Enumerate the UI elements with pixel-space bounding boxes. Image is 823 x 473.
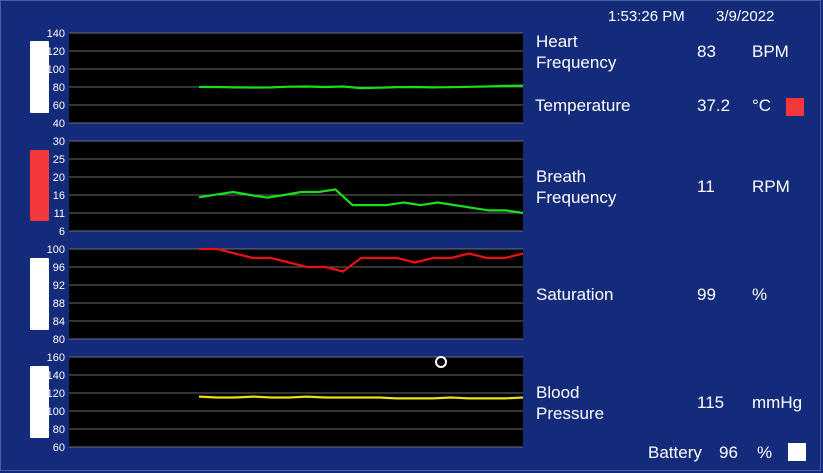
saturation-tick-label: 88 [53, 298, 65, 310]
clock-time: 1:53:26 PM [608, 8, 685, 25]
heart-frequency-label: Heart Frequency [536, 32, 617, 72]
pressure-tick-label: 120 [47, 388, 65, 400]
saturation-label: Saturation [536, 285, 614, 304]
battery-label: Battery [648, 443, 702, 462]
breath-series-line [198, 188, 524, 215]
heart-tick-label: 40 [53, 118, 65, 130]
breath-tick-label: 11 [54, 208, 65, 220]
battery-unit: % [757, 443, 773, 462]
heart-tick-label: 80 [53, 82, 65, 94]
breath-indicator [30, 150, 49, 221]
heart-tick-label: 140 [47, 28, 65, 40]
breath-frequency-value: 11 [697, 177, 715, 196]
pressure-series-line [198, 395, 524, 400]
saturation-tick-label: 96 [53, 262, 65, 274]
saturation-chart: 100 96 92 88 84 80 [47, 244, 524, 346]
heart-tick-label: 60 [53, 100, 65, 112]
pressure-tick-label: 60 [53, 442, 65, 454]
breath-tick-label: 25 [53, 154, 65, 166]
temperature-unit: °C [752, 96, 772, 115]
mouse-cursor [435, 356, 447, 368]
heart-tick-label: 120 [47, 46, 65, 58]
breath-frequency-unit: RPM [752, 177, 790, 196]
heart-frequency-chart: 140 120 100 80 60 40 [47, 28, 524, 130]
saturation-series-line [199, 247, 524, 273]
clock-date: 3/9/2022 [716, 8, 775, 25]
battery-status-square [788, 443, 806, 461]
heart-indicator [30, 41, 49, 113]
breath-frequency-chart: 30 25 20 16 11 6 [53, 136, 524, 238]
saturation-plot-area [69, 249, 523, 339]
pressure-indicator [30, 366, 49, 438]
breath-tick-label: 16 [53, 190, 65, 202]
saturation-tick-label: 100 [47, 244, 65, 256]
temperature-label: Temperature [535, 96, 631, 115]
breath-frequency-label: Breath Frequency [536, 167, 617, 207]
breath-tick-label: 30 [53, 136, 65, 148]
heart-frequency-value: 83 [697, 42, 716, 61]
temperature-status-square [786, 98, 804, 116]
blood-pressure-value: 115 [697, 393, 725, 412]
breath-tick-label: 20 [53, 172, 65, 184]
pressure-tick-label: 160 [47, 352, 65, 364]
heart-series-line [199, 84, 524, 90]
blood-pressure-unit: mmHg [752, 393, 803, 412]
breath-plot-area [69, 141, 523, 231]
temperature-value: 37.2 [697, 96, 731, 115]
saturation-tick-label: 84 [53, 316, 65, 328]
heart-frequency-unit: BPM [752, 42, 789, 61]
heart-tick-label: 100 [47, 64, 65, 76]
saturation-value: 99 [697, 285, 716, 304]
saturation-indicator [30, 258, 49, 330]
saturation-tick-label: 92 [53, 280, 65, 292]
pressure-tick-label: 140 [47, 370, 65, 382]
breath-tick-label: 6 [59, 226, 65, 238]
battery-value: 96 [719, 443, 738, 462]
pressure-tick-label: 80 [53, 424, 65, 436]
pressure-tick-label: 100 [47, 406, 65, 418]
heart-plot-area [69, 33, 523, 123]
saturation-unit: % [752, 285, 768, 304]
blood-pressure-label: Blood Pressure [536, 383, 605, 423]
pressure-plot-area [69, 357, 523, 447]
saturation-tick-label: 80 [53, 334, 65, 346]
blood-pressure-chart: 160 140 120 100 80 60 [47, 352, 524, 454]
